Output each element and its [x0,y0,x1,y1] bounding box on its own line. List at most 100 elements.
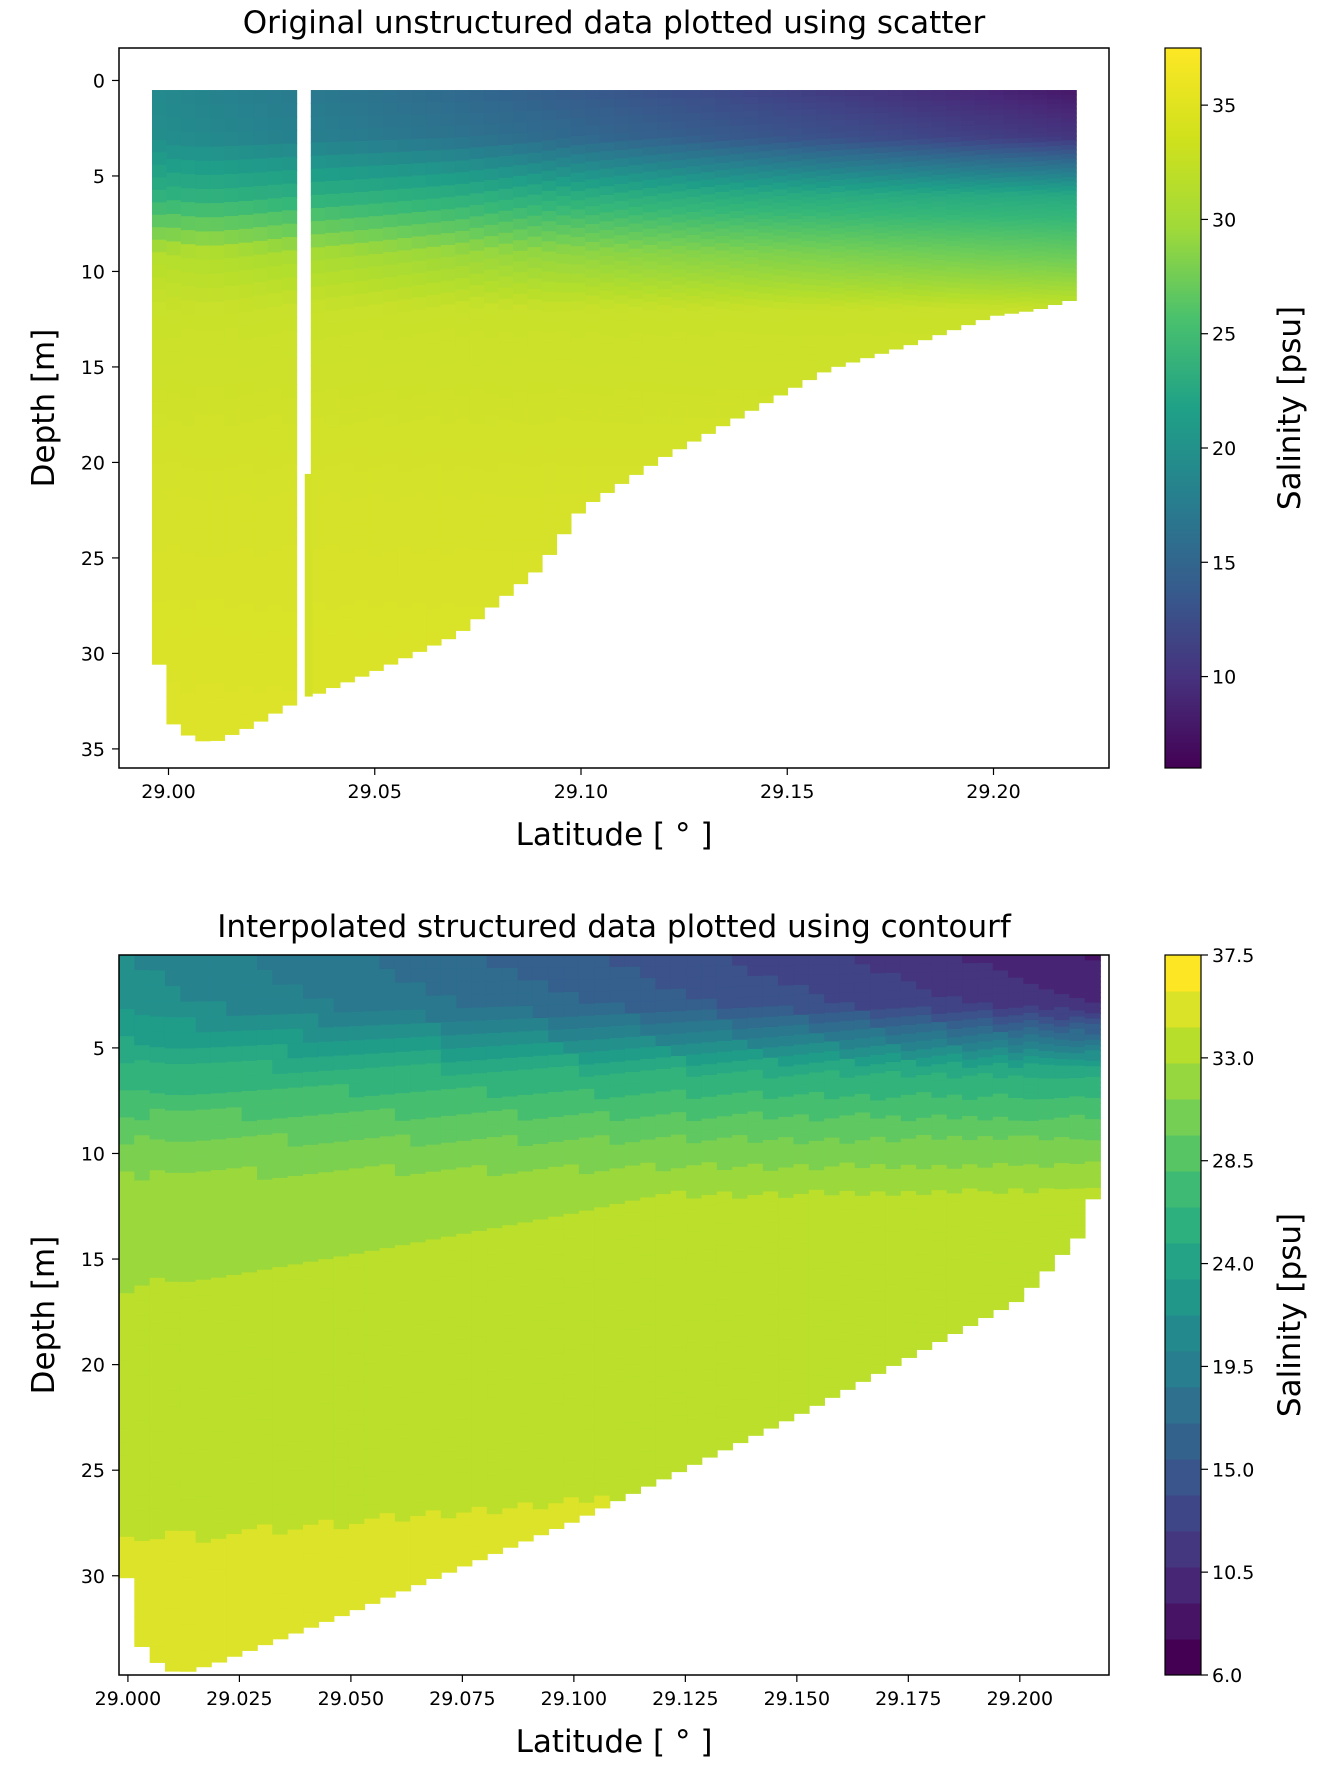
salinity-cell [657,257,673,266]
salinity-cell [368,594,384,608]
salinity-cell [541,422,558,434]
salinity-cell [732,1399,749,1412]
salinity-cell [594,1447,611,1461]
salinity-cell [743,222,760,230]
salinity-cell [425,1117,442,1132]
salinity-cell [425,1131,442,1146]
salinity-cell [778,1278,795,1290]
salinity-cell [224,580,240,595]
salinity-cell [541,433,558,444]
salinity-cell [325,167,341,182]
salinity-cell [440,185,456,199]
salinity-cell [149,1047,166,1064]
salinity-cell [339,257,355,271]
salinity-cell [339,655,355,670]
salinity-cell [368,178,384,192]
salinity-cell [642,367,659,377]
salinity-cell [671,144,687,154]
salinity-cell [640,1058,657,1072]
salinity-cell [364,1025,381,1041]
salinity-cell [671,238,687,247]
salinity-cell [585,447,601,458]
salinity-cell [801,209,817,217]
salinity-cell [267,157,283,173]
salinity-cell [917,198,933,205]
salinity-cell [310,155,327,170]
salinity-cell [180,1172,197,1190]
salinity-cell [594,1219,611,1233]
salinity-cell [272,999,289,1016]
salinity-cell [1061,144,1077,151]
salinity-cell [701,1304,718,1316]
salinity-cell [397,509,413,523]
salinity-cell [281,156,298,171]
salinity-cell [195,985,212,1003]
salinity-cell [859,119,875,126]
salinity-cell [762,1294,779,1306]
salinity-cell [210,1185,228,1202]
salinity-cell [471,1152,488,1167]
salinity-cell [486,1410,504,1424]
salinity-cell [310,194,327,209]
salinity-cell [640,1393,657,1406]
salinity-cell [778,1066,795,1078]
salinity-cell [310,247,327,262]
salinity-cell [469,112,485,126]
salinity-cell [318,1461,335,1478]
salinity-cell [888,258,904,266]
salinity-cell [348,969,366,985]
salinity-cell [628,457,644,467]
salinity-cell [397,571,413,585]
salinity-cell [1018,181,1034,187]
salinity-cell [498,441,514,454]
salinity-cell [989,266,1005,272]
salinity-cell [498,562,514,574]
salinity-cell [456,1114,473,1129]
salinity-cell [989,295,1005,302]
salinity-cell [411,577,428,591]
salinity-cell [585,170,601,181]
salinity-cell [348,1267,366,1283]
salinity-cell [585,134,601,145]
salinity-cell [801,159,817,167]
salinity-cell [946,183,962,190]
salinity-cell [502,1238,519,1252]
salinity-cell [180,720,197,736]
salinity-cell [917,268,933,276]
salinity-cell [180,104,197,119]
salinity-cell [778,1106,795,1118]
salinity-cell [563,1374,580,1388]
salinity-cell [917,296,933,303]
salinity-cell [715,155,731,164]
salinity-cell [1003,220,1020,227]
salinity-cell [486,1085,504,1099]
salinity-cell [902,106,918,113]
salinity-cell [440,1169,458,1184]
salinity-cell [224,314,240,329]
salinity-cell [974,309,991,316]
salinity-cell [425,1307,442,1322]
salinity-cell [960,273,976,280]
salinity-cell [946,235,962,242]
salinity-cell [743,138,760,147]
salinity-cell [585,376,601,386]
salinity-cell [578,1222,596,1236]
salinity-cell [166,117,182,133]
salinity-cell [209,655,225,671]
salinity-cell [594,1075,611,1088]
salinity-cell [1047,169,1063,175]
salinity-cell [670,1022,687,1035]
salinity-cell [532,1206,550,1221]
salinity-cell [772,255,789,263]
salinity-cell [498,243,514,256]
salinity-cell [469,549,485,562]
salinity-cell [743,312,760,321]
salinity-cell [397,164,413,178]
x-tick-label: 29.20 [966,781,1020,803]
salinity-cell [209,485,225,501]
salinity-cell [224,426,240,441]
salinity-cell [456,1074,473,1089]
salinity-cell [455,489,471,502]
salinity-cell [164,1515,182,1532]
salinity-cell [364,969,381,984]
